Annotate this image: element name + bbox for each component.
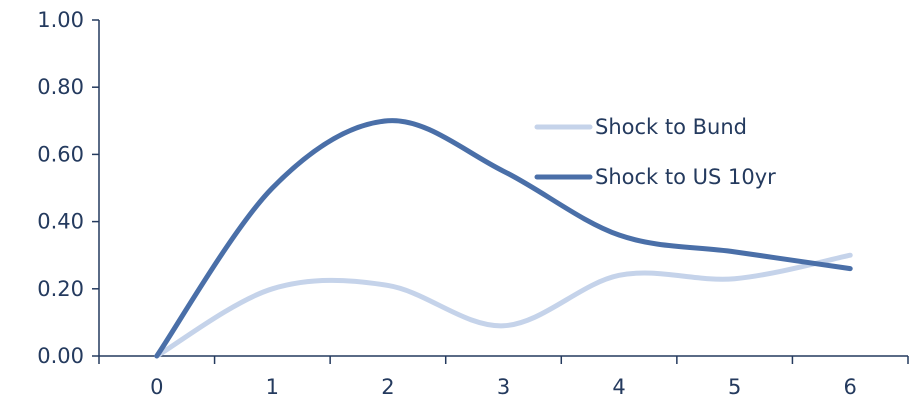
legend-label-shock-to-us-10yr: Shock to US 10yr (595, 165, 776, 189)
y-tick-label: 0.60 (37, 142, 84, 166)
x-tick-label: 0 (150, 375, 163, 399)
x-tick-label: 5 (728, 375, 741, 399)
x-tick-label: 6 (844, 375, 857, 399)
legend-label-shock-to-bund: Shock to Bund (595, 115, 747, 139)
x-tick-label: 1 (266, 375, 279, 399)
y-tick-label: 0.40 (37, 210, 84, 234)
x-tick-label: 2 (381, 375, 394, 399)
chart-axes: 0.00 0.20 0.40 0.60 0.80 1.00 0 1 2 3 4 5 6 (37, 8, 909, 399)
x-tick-label: 4 (612, 375, 625, 399)
series-line-shock-to-us-10yr (154, 118, 853, 359)
y-tick-label: 1.00 (37, 8, 84, 32)
chart-legend: Shock to Bund Shock to US 10yr (534, 115, 776, 189)
y-tick-label: 0.00 (37, 344, 84, 368)
series-layer (154, 118, 853, 359)
y-tick-label: 0.80 (37, 75, 84, 99)
x-tick-label: 3 (497, 375, 510, 399)
series-line-shock-to-bund (154, 252, 853, 359)
y-tick-label: 0.20 (37, 277, 84, 301)
